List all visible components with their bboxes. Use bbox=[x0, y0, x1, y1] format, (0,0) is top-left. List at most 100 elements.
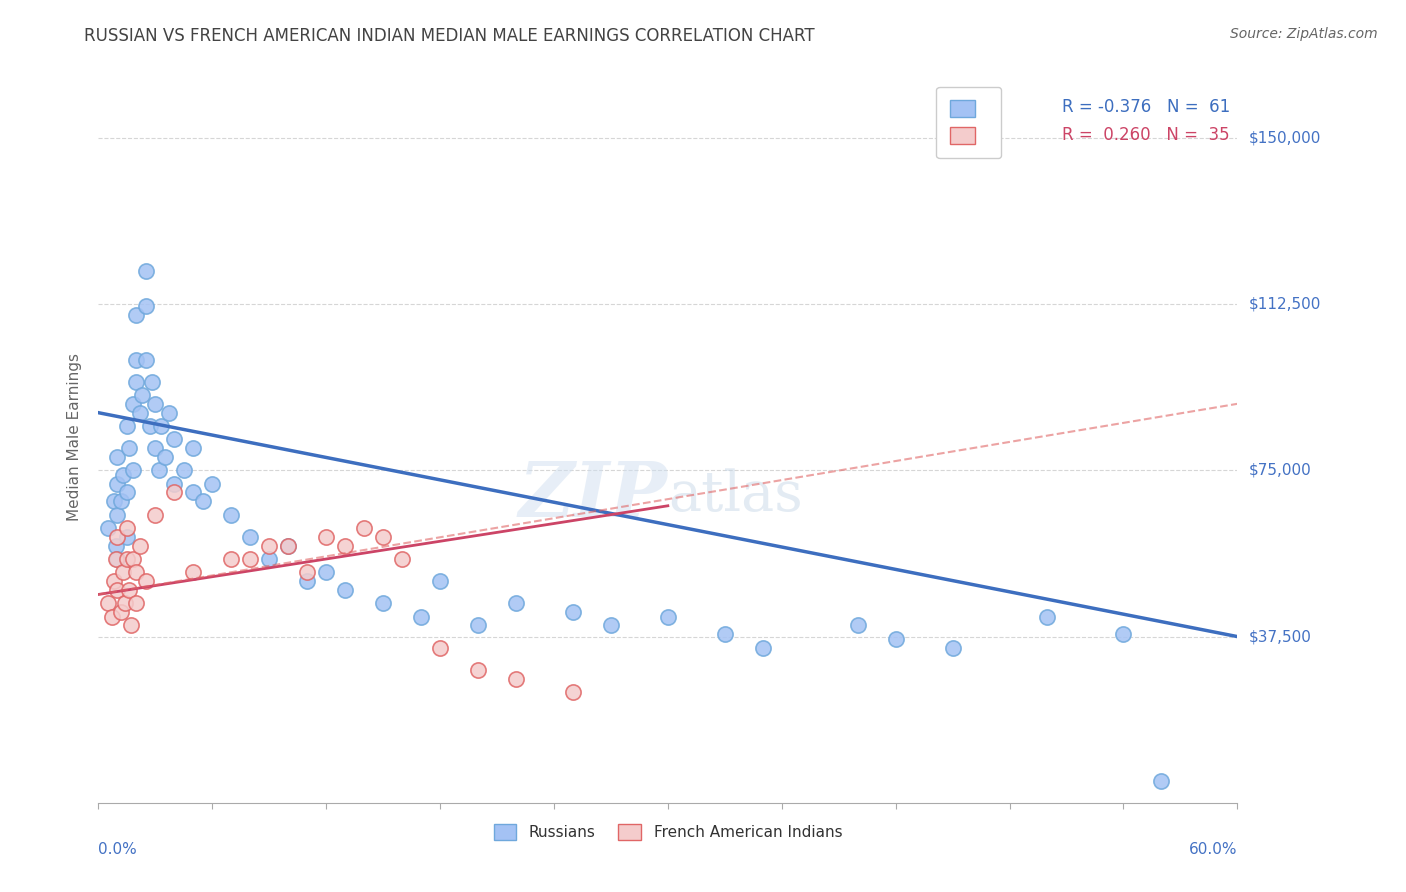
Point bbox=[121, 463, 143, 477]
Point bbox=[107, 476, 129, 491]
Point bbox=[353, 521, 375, 535]
Point bbox=[1112, 627, 1135, 641]
Point bbox=[125, 596, 148, 610]
Point bbox=[201, 476, 224, 491]
Point bbox=[505, 672, 527, 686]
Point bbox=[118, 582, 141, 597]
Text: $150,000: $150,000 bbox=[1249, 130, 1320, 145]
Point bbox=[315, 566, 337, 580]
Point bbox=[183, 566, 205, 580]
Point bbox=[135, 574, 157, 589]
Point bbox=[297, 574, 319, 589]
Point bbox=[335, 582, 357, 597]
Point bbox=[1150, 773, 1173, 788]
Point bbox=[173, 463, 195, 477]
Point bbox=[97, 596, 120, 610]
Text: ZIP: ZIP bbox=[519, 458, 668, 533]
Point bbox=[120, 618, 142, 632]
Point bbox=[145, 397, 167, 411]
Point bbox=[141, 375, 163, 389]
Point bbox=[125, 352, 148, 367]
Point bbox=[103, 494, 125, 508]
Point bbox=[411, 609, 433, 624]
Point bbox=[846, 618, 869, 632]
Point bbox=[131, 388, 153, 402]
Point bbox=[135, 299, 157, 313]
Point bbox=[153, 450, 176, 464]
Point bbox=[429, 640, 451, 655]
Point bbox=[145, 508, 167, 522]
Text: 0.0%: 0.0% bbox=[98, 842, 138, 856]
Point bbox=[138, 419, 160, 434]
Point bbox=[239, 530, 262, 544]
Point bbox=[104, 552, 127, 566]
Point bbox=[112, 566, 135, 580]
Point bbox=[107, 582, 129, 597]
Point bbox=[115, 552, 138, 566]
Text: R = -0.376   N =  61: R = -0.376 N = 61 bbox=[1063, 98, 1230, 116]
Point bbox=[315, 530, 337, 544]
Point bbox=[100, 609, 122, 624]
Point bbox=[335, 539, 357, 553]
Point bbox=[429, 574, 451, 589]
Point bbox=[129, 539, 152, 553]
Point bbox=[183, 485, 205, 500]
Point bbox=[104, 539, 127, 553]
Point bbox=[1036, 609, 1059, 624]
Point bbox=[103, 574, 125, 589]
Point bbox=[148, 463, 170, 477]
Point bbox=[110, 494, 132, 508]
Point bbox=[942, 640, 965, 655]
Point bbox=[221, 508, 243, 522]
Point bbox=[107, 552, 129, 566]
Point bbox=[505, 596, 527, 610]
Point bbox=[163, 476, 186, 491]
Text: 60.0%: 60.0% bbox=[1189, 842, 1237, 856]
Point bbox=[562, 605, 585, 619]
Point bbox=[467, 618, 489, 632]
Point bbox=[884, 632, 907, 646]
Point bbox=[600, 618, 623, 632]
Point bbox=[97, 521, 120, 535]
Point bbox=[107, 508, 129, 522]
Point bbox=[277, 539, 299, 553]
Point bbox=[125, 375, 148, 389]
Point bbox=[163, 485, 186, 500]
Point bbox=[191, 494, 214, 508]
Text: $112,500: $112,500 bbox=[1249, 297, 1320, 311]
Point bbox=[125, 308, 148, 322]
Text: $75,000: $75,000 bbox=[1249, 463, 1312, 478]
Point bbox=[110, 605, 132, 619]
Point bbox=[107, 530, 129, 544]
Point bbox=[562, 685, 585, 699]
Point bbox=[115, 521, 138, 535]
Point bbox=[115, 419, 138, 434]
Point bbox=[183, 441, 205, 455]
Point bbox=[297, 566, 319, 580]
Point bbox=[121, 552, 143, 566]
Point bbox=[221, 552, 243, 566]
Point bbox=[115, 485, 138, 500]
Point bbox=[129, 406, 152, 420]
Point bbox=[157, 406, 180, 420]
Point bbox=[112, 467, 135, 482]
Point bbox=[714, 627, 737, 641]
Point bbox=[371, 596, 394, 610]
Point bbox=[145, 441, 167, 455]
Point bbox=[135, 264, 157, 278]
Point bbox=[371, 530, 394, 544]
Text: Source: ZipAtlas.com: Source: ZipAtlas.com bbox=[1230, 27, 1378, 41]
Point bbox=[657, 609, 679, 624]
Point bbox=[121, 397, 143, 411]
Y-axis label: Median Male Earnings: Median Male Earnings bbox=[67, 353, 83, 521]
Point bbox=[125, 566, 148, 580]
Point bbox=[239, 552, 262, 566]
Point bbox=[259, 539, 281, 553]
Point bbox=[391, 552, 413, 566]
Point bbox=[259, 552, 281, 566]
Point bbox=[114, 596, 136, 610]
Point bbox=[150, 419, 173, 434]
Legend: Russians, French American Indians: Russians, French American Indians bbox=[488, 818, 848, 847]
Point bbox=[115, 530, 138, 544]
Point bbox=[752, 640, 775, 655]
